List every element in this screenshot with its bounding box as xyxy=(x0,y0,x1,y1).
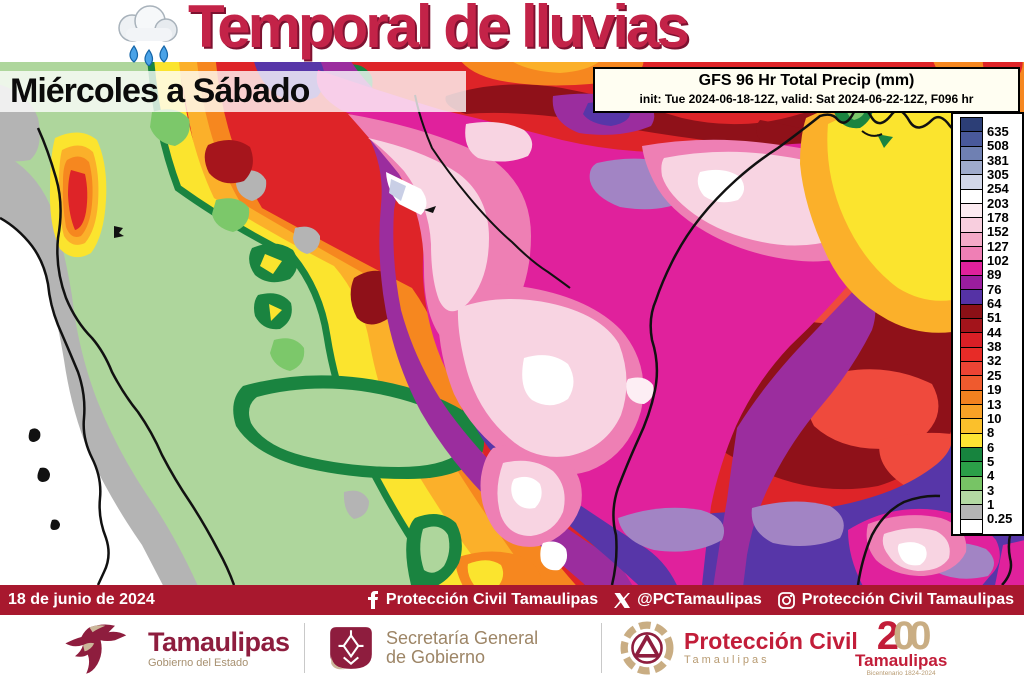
legend-value: 64 xyxy=(987,296,1002,312)
legend-value: 178 xyxy=(987,209,1009,225)
legend-value: 76 xyxy=(987,281,1002,297)
legend-swatch xyxy=(960,145,983,162)
x-icon xyxy=(614,592,631,608)
legend-value: 25 xyxy=(987,367,1002,383)
bicentenario-wordmark: Tamaulipas xyxy=(855,651,948,670)
legend-swatch xyxy=(960,203,983,219)
legend-swatch xyxy=(960,475,983,492)
legend-swatch xyxy=(960,160,983,176)
legend-value: 635 xyxy=(987,123,1009,139)
islands xyxy=(28,206,436,530)
precipitation-legend: 635 508 381 305 254 203 178 152 127 102 89 76 64 51 44… xyxy=(951,112,1024,536)
instagram-handle: Protección Civil Tamaulipas xyxy=(777,591,1014,609)
forecast-init-valid: init: Tue 2024-06-18-12Z, valid: Sat 202… xyxy=(639,92,974,106)
legend-swatch xyxy=(960,174,983,190)
legend-value: 38 xyxy=(987,339,1002,355)
legend-value: 0.25 xyxy=(987,511,1013,527)
legend-value: 381 xyxy=(987,152,1009,168)
legend-value: 13 xyxy=(987,396,1002,412)
legend-swatch xyxy=(960,117,983,133)
footer-divider xyxy=(304,623,305,673)
subtitle-band: Miércoles a Sábado xyxy=(0,71,466,112)
legend-swatch xyxy=(960,389,983,405)
proteccion-sub: Tamaulipas xyxy=(684,654,770,666)
legend-value: 254 xyxy=(987,181,1009,197)
legend-value: 44 xyxy=(987,324,1002,340)
legend-value: 127 xyxy=(987,238,1009,254)
legend-value: 5 xyxy=(987,453,995,469)
legend-value: 19 xyxy=(987,382,1002,398)
legend-swatch xyxy=(960,404,983,420)
legend-swatch xyxy=(960,274,983,291)
legend-value: 508 xyxy=(987,138,1009,154)
facebook-icon xyxy=(367,591,378,609)
title-bar: Temporal de lluvias xyxy=(0,0,1024,67)
forecast-header: GFS 96 Hr Total Precip (mm) init: Tue 20… xyxy=(593,67,1020,113)
legend-swatch xyxy=(960,375,983,391)
instagram-icon xyxy=(777,591,795,609)
legend-value: 305 xyxy=(987,166,1009,182)
legend-swatch xyxy=(960,188,983,205)
forecast-title: GFS 96 Hr Total Precip (mm) xyxy=(698,72,915,89)
bicentenario-logo: 200 Tamaulipas Bicentenario 1824-2024 xyxy=(855,614,948,677)
footer: Tamaulipas Gobierno del Estado Secretarí… xyxy=(0,615,1024,682)
bicentenario-sub: Bicentenario 1824-2024 xyxy=(866,670,936,677)
precipitation-map-svg xyxy=(0,48,1024,599)
legend-value: 4 xyxy=(987,468,995,484)
legend-swatch xyxy=(960,418,983,434)
legend-swatch xyxy=(960,490,983,506)
bicentenario-200: 200 xyxy=(876,614,932,658)
proteccion-wordmark: Protección Civil xyxy=(684,628,858,654)
social-bar: 18 de junio de 2024 Protección Civil Tam… xyxy=(0,585,1024,615)
tamaulipas-sub: Gobierno del Estado xyxy=(148,657,249,669)
legend-value: 10 xyxy=(987,410,1002,426)
legend-swatch xyxy=(960,447,983,463)
secretaria-logo-group: Secretaría General de Gobierno xyxy=(326,623,538,673)
social-links: Protección Civil Tamaulipas @PCTamaulipa… xyxy=(367,591,1014,609)
legend-swatch xyxy=(960,332,983,348)
precipitation-map xyxy=(0,48,1024,599)
facebook-handle: Protección Civil Tamaulipas xyxy=(367,591,598,609)
rain-cloud-icon xyxy=(108,2,186,71)
legend-swatch xyxy=(960,231,983,248)
legend-swatch xyxy=(960,317,983,334)
legend-swatch xyxy=(960,217,983,233)
tamaulipas-logo xyxy=(65,624,127,674)
coastline-path xyxy=(0,94,1018,586)
legend-swatch xyxy=(960,518,983,535)
legend-swatch xyxy=(960,303,983,319)
legend-swatch xyxy=(960,246,983,262)
legend-value: 203 xyxy=(987,195,1009,211)
legend-swatch xyxy=(960,260,983,276)
legend-value: 102 xyxy=(987,253,1009,268)
tamaulipas-logo-group: Tamaulipas Gobierno del Estado xyxy=(52,621,290,677)
proteccion-logo-group: Protección Civil Tamaulipas xyxy=(620,621,858,675)
legend-swatch xyxy=(960,131,983,147)
legend-swatch xyxy=(960,289,983,305)
legend-value: 1 xyxy=(987,496,995,512)
proteccion-civil-logo xyxy=(620,621,674,675)
footer-divider xyxy=(601,623,602,673)
legend-swatch xyxy=(960,504,983,520)
page-title: Temporal de lluvias xyxy=(188,0,690,60)
date-label: 18 de junio de 2024 xyxy=(8,591,155,608)
subtitle-text: Miércoles a Sábado xyxy=(10,72,310,110)
legend-value: 8 xyxy=(987,425,995,441)
secretaria-logo xyxy=(330,627,372,670)
legend-swatch xyxy=(960,432,983,449)
legend-value: 51 xyxy=(987,310,1002,326)
legend-value: 89 xyxy=(987,267,1002,283)
legend-value: 6 xyxy=(987,439,995,455)
secretaria-text: Secretaría General de Gobierno xyxy=(386,628,539,667)
legend-swatch xyxy=(960,461,983,477)
legend-swatch xyxy=(960,346,983,362)
legend-value: 152 xyxy=(987,224,1009,240)
tamaulipas-wordmark: Tamaulipas xyxy=(148,627,290,657)
legend-value: 3 xyxy=(987,482,995,498)
legend-value: 32 xyxy=(987,353,1002,369)
legend-swatch xyxy=(960,360,983,377)
x-handle: @PCTamaulipas xyxy=(614,591,762,609)
